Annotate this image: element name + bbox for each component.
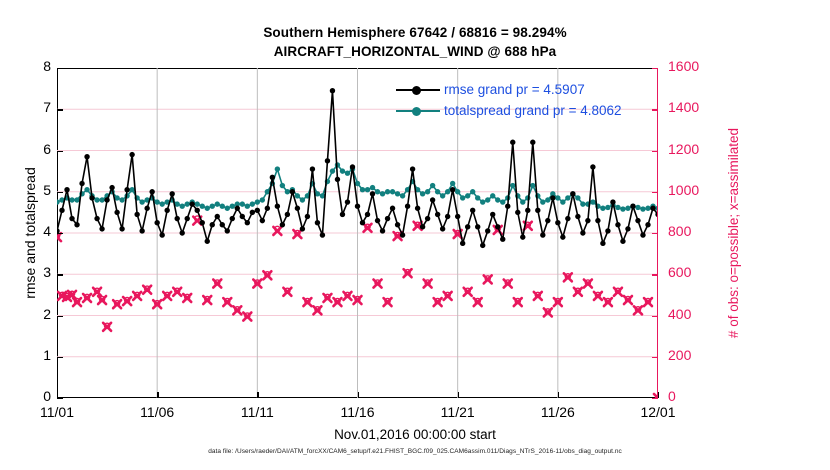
rmse-series-layer [57, 87, 658, 249]
tickmark [357, 392, 359, 398]
legend-label-rmse: rmse grand pr = 4.5907 [444, 82, 585, 97]
y-axis-left-label: rmse and totalspread [22, 167, 38, 299]
tickmark [57, 274, 63, 276]
legend: rmse grand pr = 4.5907 totalspread grand… [396, 79, 622, 121]
chart-title-line2: AIRCRAFT_HORIZONTAL_WIND @ 688 hPa [273, 44, 557, 59]
plot-canvas [57, 68, 658, 398]
tickmark [57, 191, 63, 194]
tickmark [57, 356, 63, 359]
y-tick-right-800: 800 [668, 223, 692, 239]
y-tick-left-6: 6 [43, 140, 51, 157]
y-tick-right-1600: 1600 [668, 58, 700, 74]
y-tick-right-1200: 1200 [668, 140, 700, 157]
y-tick-right-1000: 1000 [668, 181, 700, 198]
x-tick-11/01: 11/01 [40, 404, 74, 420]
gridlines [57, 68, 658, 398]
y-tick-left-1: 1 [43, 346, 51, 363]
legend-label-totalspread: totalspread grand pr = 4.8062 [444, 103, 622, 118]
data-file-footer: data file: /Users/raeder/DAI/ATM_forcXX/… [208, 448, 622, 455]
tickmark [652, 398, 658, 400]
y-tick-left-5: 5 [43, 181, 51, 198]
obs-markers-layer [57, 215, 658, 398]
tickmark [57, 233, 63, 235]
tickmark [57, 315, 63, 317]
y-tick-left-8: 8 [43, 58, 51, 74]
tickmark [257, 392, 259, 398]
legend-swatch-totalspread [396, 105, 440, 117]
x-axis-caption: Nov.01,2016 00:00:00 start [334, 427, 496, 442]
y-tick-left-7: 7 [43, 99, 51, 116]
y-tick-left-0: 0 [43, 388, 51, 404]
x-tick-11/06: 11/06 [140, 404, 175, 420]
y-tick-left-4: 4 [43, 223, 51, 239]
y-tick-right-1400: 1400 [668, 99, 700, 116]
y-tick-right-200: 200 [668, 346, 692, 363]
y-tick-right-400: 400 [668, 305, 692, 322]
tickmark [652, 315, 658, 317]
legend-item-totalspread: totalspread grand pr = 4.8062 [396, 100, 622, 121]
x-tick-11/26: 11/26 [540, 404, 575, 420]
tickmark [652, 274, 658, 276]
x-tick-12/01: 12/01 [640, 404, 676, 420]
y-tick-left-2: 2 [43, 305, 51, 322]
tickmark [57, 68, 63, 70]
tickmark [652, 233, 658, 235]
tickmark [57, 109, 63, 111]
tickmark [652, 150, 658, 152]
tickmark [652, 191, 658, 194]
tickmark [557, 392, 560, 398]
tickmark [652, 356, 658, 359]
legend-item-rmse: rmse grand pr = 4.5907 [396, 79, 622, 100]
tickmark [658, 392, 660, 398]
tickmark [157, 392, 159, 398]
tickmark [57, 392, 59, 398]
right-axis-spine [656, 68, 659, 398]
y-tick-right-600: 600 [668, 264, 692, 281]
y-tick-left-3: 3 [43, 264, 51, 281]
tickmark [57, 398, 63, 400]
tickmark [457, 392, 460, 398]
legend-swatch-rmse [396, 84, 440, 96]
tickmark [57, 150, 63, 152]
y-axis-right-label: # of obs: o=possible; x=assimilated [726, 127, 741, 339]
x-tick-11/16: 11/16 [340, 404, 375, 420]
x-tick-11/11: 11/11 [240, 404, 274, 420]
tickmark [652, 109, 658, 111]
chart-title-line1: Southern Hemisphere 67642 / 68816 = 98.2… [263, 25, 567, 40]
y-tick-right-0: 0 [668, 388, 676, 404]
tickmark [652, 68, 658, 70]
x-tick-11/21: 11/21 [440, 404, 475, 420]
totalspread-series-layer [57, 162, 658, 212]
